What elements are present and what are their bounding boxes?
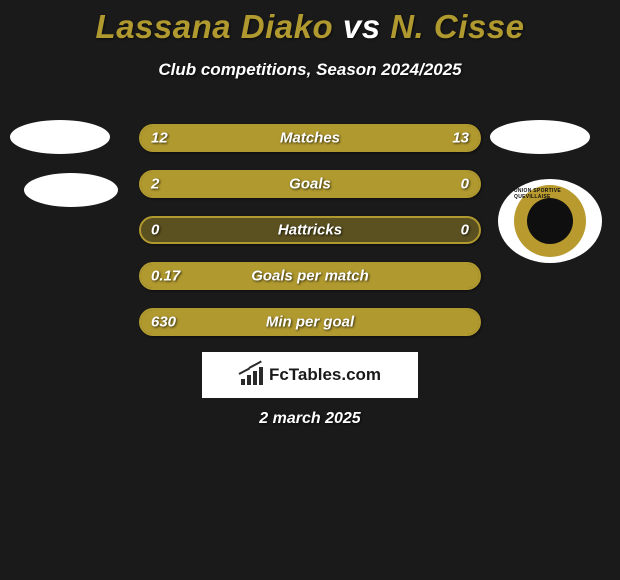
stat-row: Matches12 13 — [139, 124, 481, 152]
stat-label: Min per goal — [141, 314, 479, 331]
stat-row: Goals per match0.17 — [139, 262, 481, 290]
stat-value-right: 0 — [461, 222, 469, 239]
stat-value-left: 2 — [151, 176, 159, 193]
stat-bars: Matches1213Goals20Hattricks00Goals per m… — [139, 124, 481, 354]
player2-badge-shape-1 — [490, 120, 590, 154]
club-badge-core — [527, 198, 573, 244]
stat-row: Goals2 0 — [139, 170, 481, 198]
stat-value-left: 0 — [151, 222, 159, 239]
stat-label: Matches — [141, 130, 479, 147]
vs-text: vs — [333, 8, 390, 45]
stat-value-left: 630 — [151, 314, 176, 331]
player1-name: Lassana Diako — [96, 8, 334, 45]
player1-badge-shape-1 — [10, 120, 110, 154]
player2-club-badge: UNION SPORTIVE QUEVILLAISE — [498, 179, 602, 263]
stat-value-right: 13 — [452, 130, 469, 147]
stat-label: Goals per match — [141, 268, 479, 285]
stat-value-right: 0 — [461, 176, 469, 193]
stat-label: Goals — [141, 176, 479, 193]
comparison-title: Lassana Diako vs N. Cisse — [0, 0, 620, 46]
brand-text: FcTables.com — [269, 365, 381, 385]
date-text: 2 march 2025 — [0, 410, 620, 428]
player2-name: N. Cisse — [390, 8, 524, 45]
stat-row: Hattricks0 0 — [139, 216, 481, 244]
fctables-icon — [239, 365, 265, 385]
stat-value-left: 12 — [151, 130, 168, 147]
brand-box: FcTables.com — [202, 352, 418, 398]
stat-value-left: 0.17 — [151, 268, 180, 285]
player1-badge-shape-2 — [24, 173, 118, 207]
club-badge-ring: UNION SPORTIVE QUEVILLAISE — [514, 185, 586, 257]
subtitle: Club competitions, Season 2024/2025 — [0, 60, 620, 80]
stat-label: Hattricks — [141, 222, 479, 239]
stat-row: Min per goal630 — [139, 308, 481, 336]
